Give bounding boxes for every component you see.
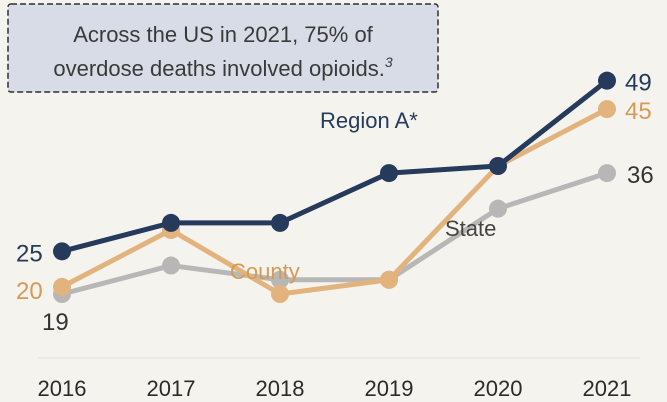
x-tick-label-3: 2019: [365, 376, 414, 401]
callout-line-2-text: overdose deaths involved opioids.: [53, 56, 384, 81]
series-2-end-label: 36: [627, 162, 654, 189]
callout-line-1: Across the US in 2021, 75% of: [73, 22, 373, 47]
series-2-start-label: 19: [42, 309, 69, 336]
label-layer: 25 49 20 45 19 36 Region A* County State: [16, 70, 654, 336]
series-line-1: [59, 106, 610, 297]
series-0-end-label: 49: [625, 70, 652, 97]
series-0: [53, 71, 616, 261]
callout-line-2: overdose deaths involved opioids.3: [53, 54, 392, 81]
series-1-end-label: 45: [625, 98, 652, 125]
series-2-point-2: [271, 270, 289, 289]
series-line-0: [59, 78, 610, 254]
x-tick-label-2: 2018: [256, 376, 305, 401]
series-0-point-0: [53, 242, 71, 261]
series-1-point-0: [53, 277, 71, 296]
series-0-name-label: Region A*: [320, 108, 418, 133]
series-2-point-1: [162, 256, 180, 275]
callout: Across the US in 2021, 75% of overdose d…: [7, 3, 439, 93]
callout-box: [7, 3, 439, 93]
callout-footnote: 3: [385, 54, 393, 70]
series-2-name-label: State: [445, 216, 496, 241]
x-tick-label-1: 2017: [147, 376, 196, 401]
series-line-2: [59, 170, 610, 297]
x-tick-label-4: 2020: [474, 376, 523, 401]
x-tick-label-5: 2021: [583, 376, 632, 401]
series-0-point-4: [489, 157, 507, 175]
series-layer: [53, 71, 616, 303]
series-1-point-2: [271, 285, 289, 303]
x-tick-label-0: 2016: [38, 376, 87, 401]
series-1-point-5: [598, 100, 616, 119]
series-0-point-2: [271, 213, 289, 232]
series-0-point-5: [598, 71, 616, 90]
series-1-point-3: [380, 270, 398, 289]
x-axis: 2016 2017 2018 2019 2020 2021: [38, 357, 640, 401]
series-1-name-label: County: [230, 259, 300, 284]
series-0-point-1: [162, 213, 180, 232]
series-2-point-4: [489, 199, 507, 218]
series-2-point-5: [598, 164, 616, 183]
series-0-point-3: [380, 164, 398, 183]
series-0-start-label: 25: [16, 240, 43, 267]
series-1-start-label: 20: [16, 278, 43, 305]
